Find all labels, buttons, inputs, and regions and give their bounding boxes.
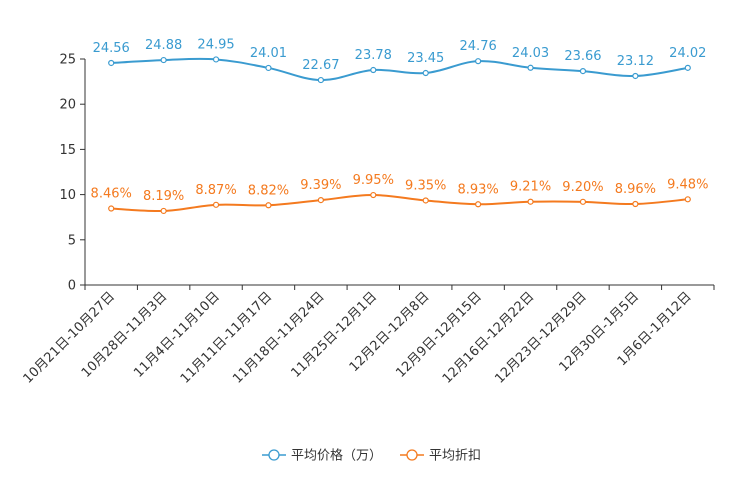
data-point[interactable]	[370, 66, 377, 74]
series-line	[111, 194, 688, 213]
y-tick-label: 10	[59, 188, 76, 203]
series-layer: 24.56 24.88 24.95 24.01 22.67 23.78 23.45 24.76…	[91, 37, 708, 215]
y-tick-label: 25	[59, 53, 76, 68]
data-point[interactable]	[527, 64, 534, 71]
data-label: 9.35%	[405, 178, 446, 193]
data-point[interactable]	[684, 196, 691, 203]
data-label: 24.03	[512, 46, 549, 61]
data-label: 23.66	[564, 49, 601, 64]
x-tick-label: 12月16日-12月22日	[440, 289, 537, 386]
data-label: 24.95	[197, 37, 234, 52]
legend-label: 平均折扣	[429, 449, 481, 464]
y-tick-label: 5	[68, 233, 76, 248]
y-tick-label: 15	[59, 143, 76, 158]
series-2: 8.46% 8.19% 8.87% 8.82% 9.39% 9.95% 9.35% 8.93%…	[91, 173, 708, 215]
y-tick-label: 0	[68, 279, 76, 294]
data-label: 23.45	[407, 51, 444, 66]
data-label: 8.19%	[143, 189, 184, 204]
data-label: 23.12	[617, 54, 654, 69]
data-point[interactable]	[212, 201, 220, 208]
data-point[interactable]	[422, 197, 429, 204]
data-point[interactable]	[108, 205, 115, 212]
data-point[interactable]	[632, 200, 639, 208]
data-label: 24.56	[93, 41, 130, 56]
data-point[interactable]	[527, 198, 534, 205]
x-tick-label: 11月11日-11月17日	[178, 289, 275, 386]
data-point[interactable]	[475, 58, 482, 65]
legend-item-2[interactable]: 平均折扣	[400, 449, 481, 464]
data-label: 8.87%	[195, 183, 236, 198]
series-1: 24.56 24.88 24.95 24.01 22.67 23.78 23.45 24.76…	[93, 37, 706, 84]
data-point[interactable]	[579, 198, 587, 205]
data-label: 8.46%	[91, 187, 132, 202]
data-label: 8.93%	[457, 182, 498, 197]
data-point[interactable]	[422, 69, 429, 77]
data-label: 9.39%	[300, 178, 341, 193]
x-tick-label: 10月21日-10月27日	[21, 289, 118, 386]
legend-marker	[268, 449, 280, 461]
data-label: 22.67	[302, 58, 339, 73]
x-tick-label: 11月18日-11月24日	[230, 289, 327, 386]
legend-item-1[interactable]: 平均价格（万）	[262, 448, 382, 464]
x-axis: 10月21日-10月27日10月28日-11月3日11月4日-11月10日11月…	[21, 284, 715, 387]
data-point[interactable]	[265, 202, 272, 209]
data-point[interactable]	[265, 64, 272, 72]
data-label: 24.02	[669, 46, 706, 61]
data-label: 24.01	[250, 46, 287, 61]
data-point[interactable]	[370, 191, 377, 199]
data-point[interactable]	[475, 201, 482, 208]
data-label: 9.48%	[667, 177, 708, 192]
data-label: 24.76	[460, 39, 497, 54]
legend-marker	[406, 449, 418, 461]
series-line	[111, 57, 688, 82]
data-point[interactable]	[317, 197, 324, 204]
data-point[interactable]	[684, 64, 691, 71]
data-point[interactable]	[108, 59, 115, 67]
data-label: 8.82%	[248, 183, 289, 198]
data-label: 8.96%	[615, 182, 656, 197]
data-label: 9.95%	[353, 173, 394, 188]
data-point[interactable]	[160, 56, 167, 64]
legend-label: 平均价格（万）	[291, 448, 382, 464]
x-tick-label: 12月23日-12月29日	[492, 289, 589, 386]
legend[interactable]: 平均价格（万） 平均折扣	[262, 448, 481, 464]
data-label: 24.88	[145, 38, 182, 53]
data-label: 9.20%	[562, 180, 603, 195]
data-point[interactable]	[160, 207, 167, 215]
data-point[interactable]	[212, 56, 220, 63]
data-label: 9.21%	[510, 180, 551, 195]
data-point[interactable]	[317, 76, 324, 84]
y-tick-label: 20	[59, 98, 76, 113]
y-axis: 0 5 10 15 20 25	[59, 53, 86, 294]
data-point[interactable]	[579, 68, 587, 75]
data-point[interactable]	[632, 72, 639, 80]
data-label: 23.78	[355, 48, 392, 63]
